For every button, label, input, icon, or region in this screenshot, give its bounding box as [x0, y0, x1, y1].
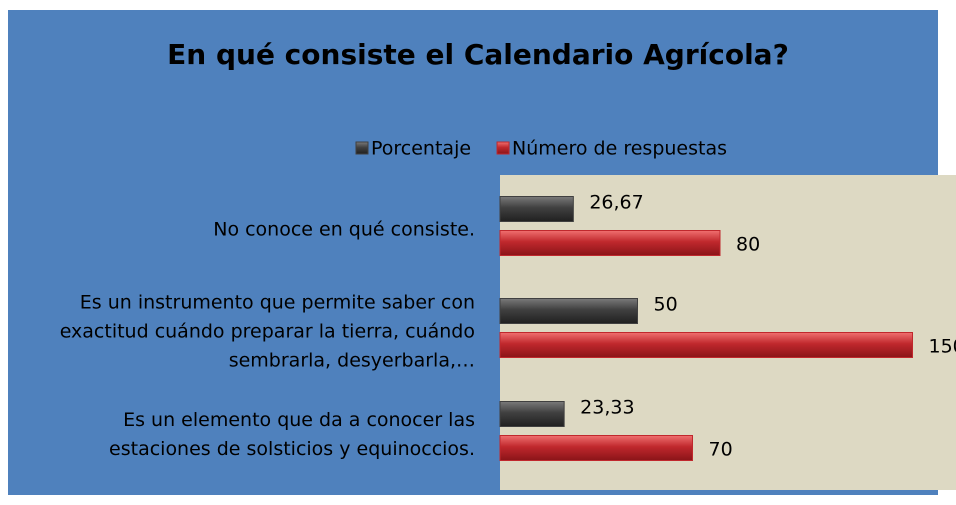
bar: [499, 230, 721, 256]
legend-label: Porcentaje: [371, 138, 471, 160]
bar: [499, 435, 693, 461]
data-label: 70: [709, 439, 733, 461]
data-label: 23,33: [580, 397, 634, 419]
category-label: Es un elemento que da a conocer las esta…: [109, 409, 475, 460]
chart-title: En qué consiste el Calendario Agrícola?: [167, 38, 789, 71]
category-label: Es un instrumento que permite saber con …: [59, 291, 475, 372]
data-label: 80: [736, 234, 760, 256]
bar: [499, 298, 638, 324]
data-label: 150: [929, 336, 956, 358]
category-label: No conoce en qué consiste.: [213, 218, 475, 241]
data-label: 26,67: [589, 192, 643, 214]
data-label: 50: [654, 294, 678, 316]
bar: [499, 401, 565, 427]
bar: [499, 332, 913, 358]
legend-label: Número de respuestas: [512, 138, 727, 160]
legend-swatch: [496, 141, 510, 155]
legend-swatch: [355, 141, 369, 155]
bar: [499, 196, 574, 222]
